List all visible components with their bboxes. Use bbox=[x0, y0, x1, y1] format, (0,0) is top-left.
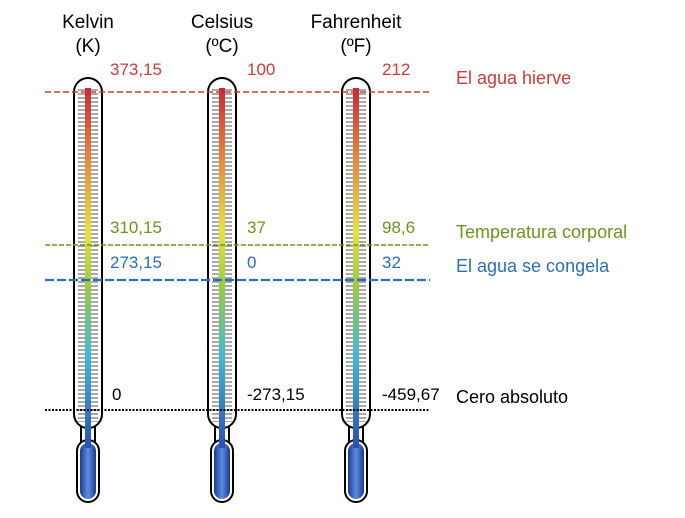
scale-name: Kelvin bbox=[62, 12, 114, 33]
column bbox=[85, 88, 91, 448]
reference-label: Temperatura corporal bbox=[456, 222, 627, 242]
bulb-fill bbox=[80, 443, 96, 499]
reference-lines bbox=[45, 91, 430, 411]
reference-value: -459,67 bbox=[382, 385, 440, 404]
thermometers bbox=[73, 77, 371, 503]
reference-value: 273,15 bbox=[110, 253, 162, 272]
column bbox=[353, 88, 359, 448]
reference-value: -273,15 bbox=[247, 385, 305, 404]
reference-value: 32 bbox=[382, 253, 401, 272]
scale-unit: (K) bbox=[75, 36, 100, 57]
reference-label: Cero absoluto bbox=[456, 387, 568, 407]
reference-value: 0 bbox=[247, 253, 256, 272]
reference-value: 373,15 bbox=[110, 60, 162, 79]
scale-unit: (ºF) bbox=[340, 36, 371, 57]
reference-value: 37 bbox=[247, 218, 266, 237]
reference-value: 212 bbox=[382, 60, 410, 79]
scale-unit: (ºC) bbox=[205, 36, 238, 57]
scale-name: Fahrenheit bbox=[311, 12, 403, 33]
reference-label: El agua se congela bbox=[456, 256, 610, 276]
scale-name: Celsius bbox=[191, 12, 253, 33]
reference-label: El agua hierve bbox=[456, 68, 571, 88]
reference-value: 0 bbox=[112, 385, 121, 404]
reference-value: 310,15 bbox=[110, 218, 162, 237]
reference-value: 100 bbox=[247, 60, 275, 79]
column bbox=[219, 88, 225, 448]
reference-value: 98,6 bbox=[382, 218, 415, 237]
bulb-fill bbox=[348, 443, 364, 499]
bulb-fill bbox=[214, 443, 230, 499]
labels: Kelvin (K) Celsius (ºC) Fahrenheit (ºF) 373,15… bbox=[62, 12, 627, 407]
